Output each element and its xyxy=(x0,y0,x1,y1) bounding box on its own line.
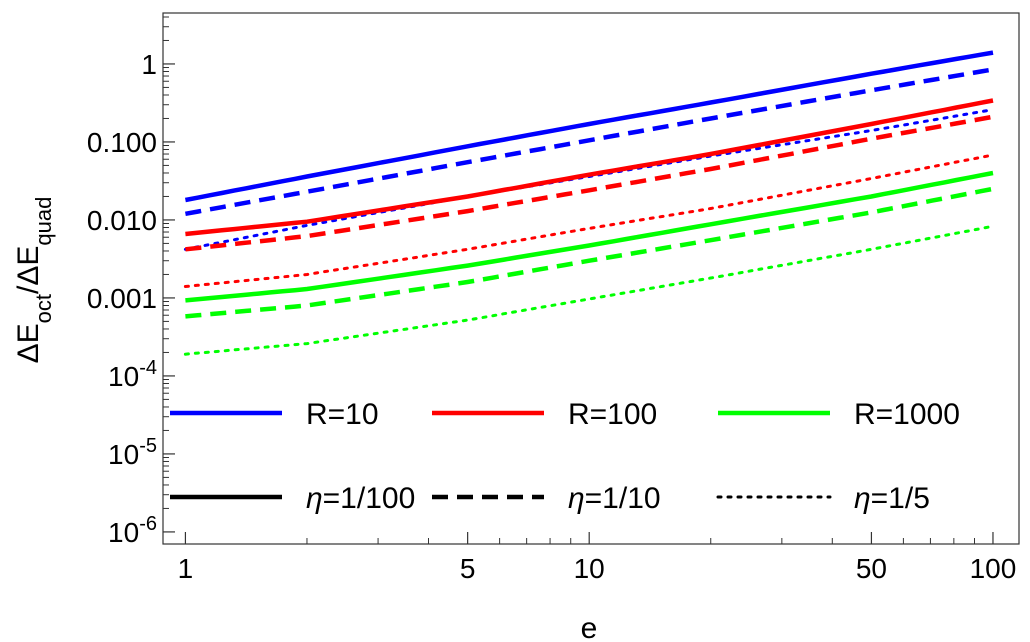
y-tick-exponent: -4 xyxy=(139,357,157,379)
x-tick-label: 10 xyxy=(574,553,605,584)
legend-eta-value: =1/10 xyxy=(585,482,661,515)
y-tick-label: 1 xyxy=(141,49,157,80)
legend-label-color: R=100 xyxy=(568,398,657,431)
y-tick-exponent: -6 xyxy=(139,513,157,535)
legend-eta-symbol: η xyxy=(568,482,585,515)
y-tick-label: 0.010 xyxy=(87,205,157,236)
series-line-r1000-dashed xyxy=(185,186,994,319)
legend-label-style: η=1/5 xyxy=(854,482,930,515)
x-tick-label: 1 xyxy=(178,553,194,584)
plot-frame xyxy=(162,12,1020,545)
legend-label-color: R=10 xyxy=(306,398,379,431)
y-tick-base: 0.100 xyxy=(87,127,157,158)
legend-label-style: η=1/100 xyxy=(306,482,415,515)
series-line-r100-dotted xyxy=(183,153,995,288)
legend-eta-symbol: η xyxy=(854,482,871,515)
legend-label-style: η=1/10 xyxy=(568,482,661,515)
x-tick-label: 5 xyxy=(460,553,476,584)
x-axis-label: e xyxy=(581,612,598,642)
y-tick-base: 10 xyxy=(108,439,139,470)
y-tick-label: 10-5 xyxy=(108,435,157,470)
series-line-r100-dashed xyxy=(185,114,994,252)
y-tick-label: 10-4 xyxy=(108,357,157,392)
y-axis-label: ΔEoct/ΔEquad xyxy=(12,197,56,364)
legend-eta-value: =1/100 xyxy=(323,482,416,515)
series-line-r1000-dotted xyxy=(183,224,995,356)
y-tick-label: 10-6 xyxy=(108,513,157,548)
y-tick-base: 1 xyxy=(141,49,157,80)
y-tick-base: 0.010 xyxy=(87,205,157,236)
series-line-r10-dotted xyxy=(183,108,995,251)
series-line-r100-solid xyxy=(185,98,994,237)
y-tick-base: 0.001 xyxy=(87,283,157,314)
y-tick-label: 0.001 xyxy=(87,283,157,314)
legend-eta-symbol: η xyxy=(306,482,323,515)
series-layer xyxy=(183,50,995,356)
series-line-r1000-solid xyxy=(185,170,994,303)
series-line-r10-dashed xyxy=(185,67,994,217)
legend-label-color: R=1000 xyxy=(854,398,960,431)
series-line-r10-solid xyxy=(184,50,994,203)
y-tick-base: 10 xyxy=(108,361,139,392)
x-tick-label: 100 xyxy=(970,553,1017,584)
y-tick-label: 0.100 xyxy=(87,127,157,158)
y-tick-exponent: -5 xyxy=(139,435,157,457)
x-tick-label: 50 xyxy=(856,553,887,584)
y-tick-base: 10 xyxy=(108,517,139,548)
legend-eta-value: =1/5 xyxy=(871,482,930,515)
